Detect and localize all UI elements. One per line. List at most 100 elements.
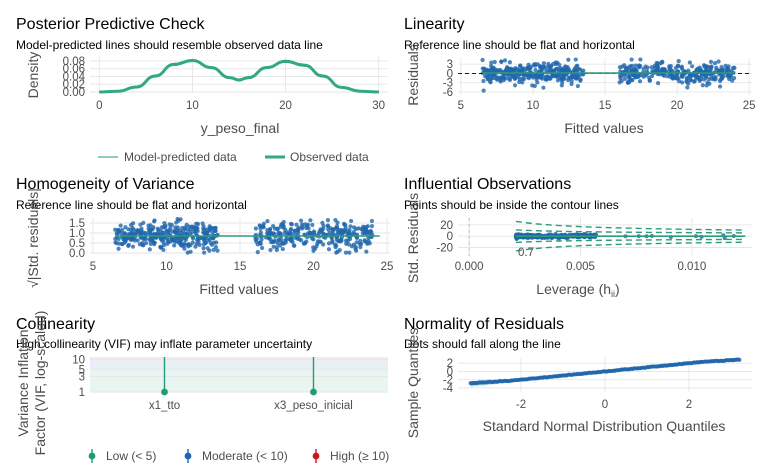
linearity-point-618 xyxy=(627,76,632,81)
homogeneity-point-529 xyxy=(343,250,349,255)
homogeneity-x-ticks: 5 10 15 20 25 xyxy=(90,261,394,273)
homogeneity-point-581 xyxy=(271,244,276,249)
homogeneity-y-tick-0: 0.0 xyxy=(69,248,85,260)
linearity-point-281 xyxy=(486,68,491,73)
linearity-point-265 xyxy=(518,63,523,68)
homogeneity-point-272 xyxy=(175,228,180,233)
linearity-point-559 xyxy=(688,74,693,79)
influential-y-tick-2: 20 xyxy=(440,220,453,232)
homogeneity-point-256 xyxy=(131,227,136,232)
normality-y-label: Sample Quantiles xyxy=(405,328,421,439)
linearity-point-305 xyxy=(506,76,511,82)
linearity-point-230 xyxy=(541,61,547,66)
homogeneity-point-261 xyxy=(175,231,180,236)
homogeneity-point-215 xyxy=(181,229,186,234)
linearity-point-466 xyxy=(730,78,735,83)
linearity-point-384 xyxy=(629,57,634,62)
homogeneity-point-615 xyxy=(334,243,339,248)
influential-points xyxy=(513,231,746,241)
linearity-x-ticks: 5 10 15 20 25 xyxy=(458,100,756,112)
collinearity-y-tick-0: 1 xyxy=(79,387,85,399)
linearity-point-312 xyxy=(563,69,569,74)
collinearity-band-2 xyxy=(90,357,388,360)
collinearity-point-0 xyxy=(161,388,168,396)
homogeneity-point-311 xyxy=(201,242,207,247)
homogeneity-point-308 xyxy=(182,225,188,230)
linearity-point-546 xyxy=(716,68,722,73)
ppc-x-tick-1: 10 xyxy=(186,100,199,112)
homogeneity-point-193 xyxy=(194,241,199,246)
homogeneity-point-156 xyxy=(173,225,178,230)
linearity-point-600 xyxy=(687,60,692,65)
homogeneity-point-70 xyxy=(201,245,206,251)
homogeneity-point-537 xyxy=(279,237,284,242)
linearity-point-288 xyxy=(551,68,556,73)
homogeneity-title: Homogeneity of Variance xyxy=(16,176,195,193)
linearity-point-231 xyxy=(505,73,511,78)
collinearity-legend-key-dot-0 xyxy=(88,452,96,460)
linearity-y-tick-3: 3 xyxy=(447,59,453,71)
linearity-point-229 xyxy=(578,78,583,83)
linearity-point-540 xyxy=(686,68,691,73)
homogeneity-point-301 xyxy=(159,225,164,230)
linearity-point-278 xyxy=(492,68,497,73)
linearity-point-272 xyxy=(540,65,545,71)
linearity-x-tick-3: 20 xyxy=(671,100,684,112)
homogeneity-point-77 xyxy=(140,242,145,248)
homogeneity-point-441 xyxy=(347,250,352,255)
linearity-point-565 xyxy=(724,67,729,72)
homogeneity-point-271 xyxy=(152,218,157,223)
normality-x-ticks: -2 0 2 xyxy=(516,399,692,411)
linearity-point-569 xyxy=(692,79,697,84)
homogeneity-point-585 xyxy=(310,222,315,228)
linearity-point-91 xyxy=(480,57,485,63)
collinearity-legend-key-dot-2 xyxy=(312,452,320,460)
homogeneity-point-519 xyxy=(257,223,262,228)
homogeneity-point-295 xyxy=(158,245,164,250)
homogeneity-y-tick-1: 0.5 xyxy=(69,238,85,250)
homogeneity-point-576 xyxy=(359,241,364,247)
linearity-point-355 xyxy=(633,63,638,68)
homogeneity-point-269 xyxy=(169,236,175,242)
homogeneity-point-210 xyxy=(161,237,166,242)
influential-x-tick-1: 0.005 xyxy=(566,261,595,273)
homogeneity-point-382 xyxy=(349,244,354,249)
normality-x-tick-1: 0 xyxy=(602,399,608,411)
linearity-x-tick-1: 10 xyxy=(527,100,540,112)
ppc-title: Posterior Predictive Check xyxy=(16,16,206,33)
normality-x-label: Standard Normal Distribution Quantiles xyxy=(483,418,726,434)
homogeneity-point-440 xyxy=(257,240,262,245)
normality-y-tick-0: -4 xyxy=(443,383,454,395)
homogeneity-x-tick-0: 5 xyxy=(90,261,96,273)
homogeneity-point-505 xyxy=(298,218,304,223)
homogeneity-point-298 xyxy=(186,244,191,249)
linearity-point-28 xyxy=(573,57,578,62)
normality-y-tick-1: -2 xyxy=(443,375,453,387)
homogeneity-point-578 xyxy=(332,226,338,231)
linearity-point-591 xyxy=(658,61,663,66)
homogeneity-point-274 xyxy=(174,236,179,241)
ppc-y-tick-0: 0.00 xyxy=(63,87,85,99)
influential-contours xyxy=(468,218,746,256)
homogeneity-point-447 xyxy=(348,218,354,224)
ppc-x-tick-3: 30 xyxy=(372,100,385,112)
homogeneity-point-553 xyxy=(343,223,348,228)
homogeneity-point-289 xyxy=(126,242,131,248)
homogeneity-point-190 xyxy=(213,226,218,231)
linearity-point-611 xyxy=(655,68,660,74)
influential-contour-label: 0.7 xyxy=(518,247,534,259)
homogeneity-point-600 xyxy=(279,222,284,227)
homogeneity-point-545 xyxy=(302,241,307,246)
linearity-point-572 xyxy=(707,76,712,82)
homogeneity-y-label: √|Std. residuals| xyxy=(25,188,41,288)
linearity-point-213 xyxy=(489,60,494,65)
homogeneity-point-590 xyxy=(351,229,356,235)
homogeneity-point-446 xyxy=(276,230,281,236)
linearity-point-97 xyxy=(507,60,513,65)
homogeneity-point-233 xyxy=(114,231,119,236)
linearity-point-267 xyxy=(555,73,560,78)
homogeneity-point-580 xyxy=(260,224,266,229)
collinearity-y-label-line-2: Factor (VIF, log-scaled) xyxy=(32,311,48,456)
linearity-point-460 xyxy=(702,77,707,82)
homogeneity-point-124 xyxy=(211,247,216,253)
